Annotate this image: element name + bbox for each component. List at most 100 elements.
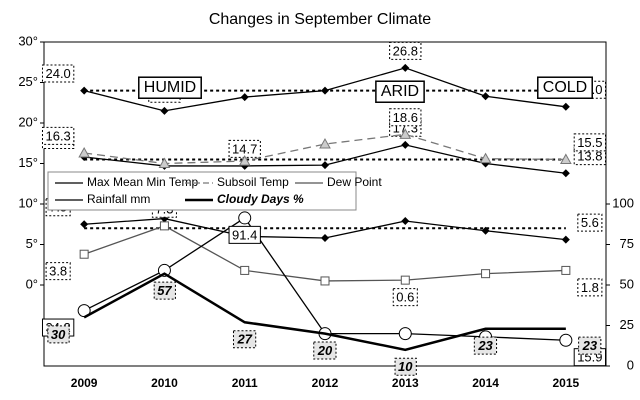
value-label: 20	[317, 343, 333, 358]
point	[560, 153, 572, 164]
value-label-group: 23	[473, 336, 498, 355]
annotation-text: HUMID	[144, 79, 196, 96]
value-label-box	[313, 341, 337, 360]
value-label-box	[573, 133, 607, 152]
value-label: 91.4	[232, 227, 257, 242]
value-label: 5.6	[581, 215, 599, 230]
x-tick-label: 2011	[232, 376, 258, 390]
point	[79, 249, 89, 259]
point	[561, 235, 570, 244]
value-label-group: 30	[47, 325, 70, 344]
value-label-box	[577, 278, 603, 297]
legend-label: Rainfall mm	[87, 192, 150, 206]
point	[481, 92, 490, 101]
point	[80, 86, 89, 95]
point	[160, 106, 169, 115]
value-label: 0.6	[396, 290, 414, 305]
x-tick-label: 2013	[392, 376, 419, 390]
value-label-group: 10	[394, 357, 417, 376]
point	[158, 157, 171, 168]
annotation-box	[375, 80, 425, 103]
value-label-box	[47, 325, 70, 344]
value-label-group: 27	[232, 330, 257, 349]
point	[321, 161, 329, 170]
value-label-group: 0.6	[392, 288, 418, 307]
annotation-box	[537, 76, 593, 99]
value-label: 24.0	[45, 66, 70, 81]
value-label-box	[389, 108, 422, 127]
point	[240, 265, 250, 275]
y-tick-label: 10°	[18, 195, 38, 210]
point	[479, 152, 492, 164]
point	[399, 128, 412, 139]
value-label: 1.8	[581, 280, 599, 295]
value-label: 23	[582, 338, 598, 353]
y-tick-label: 5°	[26, 236, 38, 251]
x-tick-label: 2014	[472, 376, 499, 390]
value-label-box	[232, 330, 257, 349]
value-label-box	[45, 262, 71, 281]
point	[321, 86, 329, 95]
annotation-text: ARID	[381, 83, 419, 100]
point	[400, 275, 410, 285]
annotation: ARID	[375, 80, 425, 103]
point	[481, 226, 490, 235]
point	[238, 155, 251, 166]
value-label-box	[389, 41, 422, 60]
point	[80, 220, 89, 229]
value-label-box	[473, 336, 498, 355]
value-label-box	[41, 64, 75, 83]
value-label-group: 91.4	[228, 225, 261, 244]
point	[238, 211, 252, 225]
y-tick-label: 15°	[18, 155, 38, 170]
value-label-box	[153, 281, 176, 300]
point	[398, 327, 412, 341]
legend-label: Subsoil Temp	[217, 175, 289, 189]
value-label: 30	[51, 327, 66, 342]
value-label-group: 5.6	[577, 213, 603, 232]
value-label-box	[228, 225, 261, 244]
annotation: HUMID	[138, 76, 202, 99]
value-label-group: 14.7	[228, 139, 261, 158]
value-label-group: 1.8	[577, 278, 603, 297]
point	[401, 63, 410, 72]
legend-label: Cloudy Days %	[217, 192, 304, 206]
y-tick-label: 0°	[26, 276, 38, 291]
value-label-group: 15.5	[573, 133, 607, 152]
y2-tick-label: 25	[620, 317, 634, 332]
value-label: 27	[236, 332, 252, 347]
value-label-group: 3.8	[45, 262, 71, 281]
annotation-box	[138, 76, 202, 99]
point	[561, 169, 570, 178]
value-label: 14.7	[232, 141, 257, 156]
point	[481, 269, 491, 279]
value-label: 26.8	[393, 43, 418, 58]
value-label-box	[392, 288, 418, 307]
y-tick-label: 20°	[18, 114, 38, 129]
y-tick-label: 30°	[18, 33, 38, 48]
legend: Max Mean Min Temp Subsoil Temp Dew Point Ra…	[47, 171, 382, 211]
value-label: 57	[157, 283, 172, 298]
value-label-box	[394, 357, 417, 376]
x-tick-label: 2015	[553, 376, 580, 390]
legend-label: Max Mean Min Temp	[87, 175, 198, 189]
value-label-group: 13.8	[573, 147, 607, 166]
value-label: 13.8	[577, 149, 602, 164]
point	[159, 221, 169, 231]
value-label-box	[577, 213, 603, 232]
point	[319, 138, 331, 149]
value-label: 15.5	[577, 135, 602, 150]
annotation: COLD	[537, 76, 593, 99]
point	[320, 276, 330, 286]
point	[559, 333, 573, 347]
annotation-text: COLD	[543, 79, 587, 96]
x-tick-label: 2009	[71, 376, 98, 390]
y2-tick-label: 75	[620, 236, 634, 251]
value-label: 16.3	[45, 128, 70, 143]
x-tick-label: 2010	[151, 376, 178, 390]
value-label: 23	[477, 338, 493, 353]
point	[157, 263, 171, 277]
legend-box	[47, 171, 357, 211]
value-label: 3.8	[49, 264, 67, 279]
